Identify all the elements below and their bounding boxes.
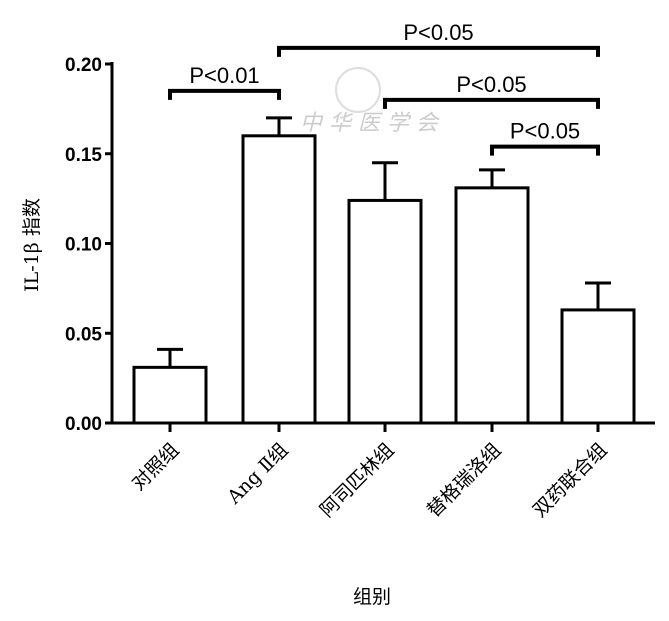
bar xyxy=(560,308,636,425)
bar xyxy=(347,198,423,425)
significance-bracket xyxy=(168,88,281,100)
y-tick-label: 0.20 xyxy=(65,55,102,76)
bar xyxy=(454,186,530,425)
bar xyxy=(132,365,208,425)
y-tick-label: 0.10 xyxy=(65,235,102,256)
significance-bracket xyxy=(277,45,600,57)
significance-label: P<0.05 xyxy=(403,20,473,45)
y-tick-label: 0.00 xyxy=(65,414,102,435)
x-tick-label: 阿司匹林组 xyxy=(316,439,399,522)
significance-bracket xyxy=(383,97,600,109)
significance-label: P<0.05 xyxy=(456,72,526,97)
watermark-seal xyxy=(335,67,381,113)
x-tick-label: 替格瑞洛组 xyxy=(423,439,506,522)
y-axis-label: IL-1β 指数 xyxy=(21,198,43,292)
x-tick-label: Ang Ⅱ组 xyxy=(222,439,292,509)
x-axis-label: 组别 xyxy=(353,586,391,608)
y-tick-label: 0.05 xyxy=(65,324,102,345)
significance-label: P<0.05 xyxy=(510,119,580,144)
x-tick-label: 对照组 xyxy=(128,439,184,495)
y-tick-label: 0.15 xyxy=(65,145,102,166)
x-tick-label: 双药联合组 xyxy=(529,439,612,522)
significance-label: P<0.01 xyxy=(189,63,259,88)
watermark-text: 中 华 医 学 会 xyxy=(300,111,440,136)
bar xyxy=(241,134,317,425)
significance-bracket xyxy=(490,144,600,156)
